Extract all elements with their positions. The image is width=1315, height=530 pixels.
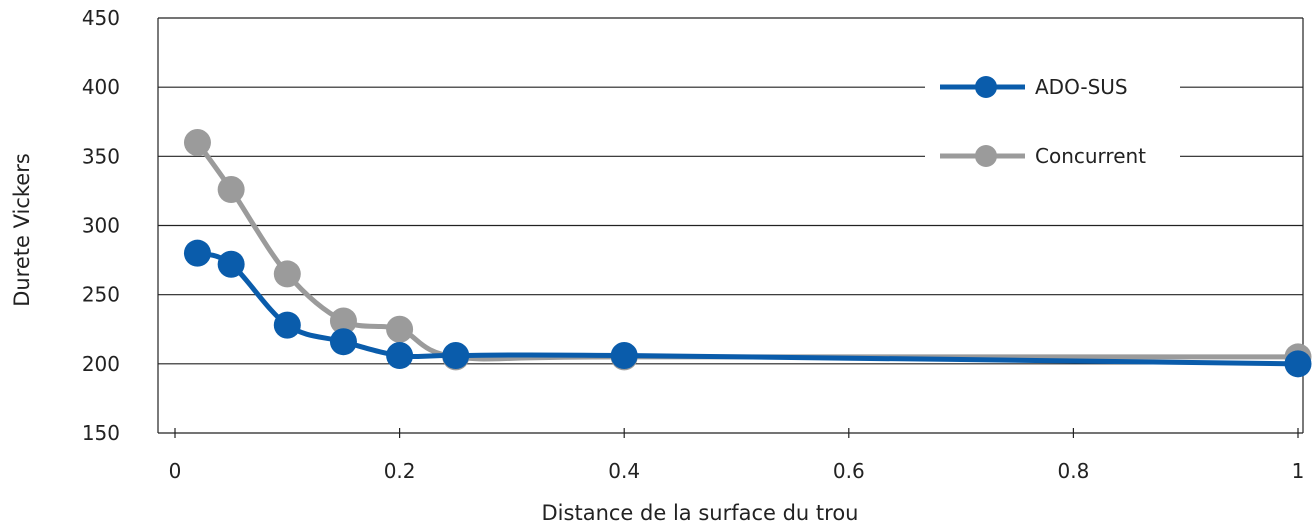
y-tick-label: 300 <box>82 214 120 238</box>
data-point-ado-sus <box>183 239 211 267</box>
data-point-concurrent <box>273 260 301 288</box>
y-tick-label: 200 <box>82 352 120 376</box>
data-point-concurrent <box>217 176 245 204</box>
y-tick-label: 400 <box>82 75 120 99</box>
x-tick-label: 0.8 <box>1057 459 1089 483</box>
y-tick-label: 350 <box>82 144 120 168</box>
legend-item-ado-sus: ADO-SUS <box>925 71 1180 103</box>
x-axis-ticks: 0 0.2 0.4 0.6 0.8 1 <box>169 428 1305 483</box>
x-tick-label: 0 <box>169 459 182 483</box>
series-line-concurrent <box>195 141 1299 362</box>
data-point-ado-sus <box>273 311 301 339</box>
legend-label: ADO-SUS <box>1035 75 1128 99</box>
legend-swatch-marker <box>975 145 997 167</box>
x-tick-label: 1 <box>1292 459 1305 483</box>
series-line-ado-sus <box>196 250 1299 367</box>
x-axis-title: Distance de la surface du trou <box>542 501 859 525</box>
data-point-ado-sus <box>1284 350 1312 378</box>
legend-label: Concurrent <box>1035 144 1146 168</box>
y-axis-ticks: 150 200 250 300 350 400 450 <box>82 6 120 445</box>
data-point-concurrent <box>329 307 357 335</box>
data-point-concurrent <box>386 315 414 343</box>
data-point-ado-sus <box>329 328 357 356</box>
data-point-ado-sus <box>442 342 470 370</box>
legend: ADO-SUS Concurrent <box>925 71 1180 172</box>
series-layer <box>183 129 1312 378</box>
x-tick-label: 0.4 <box>608 459 640 483</box>
legend-swatch-marker <box>975 76 997 98</box>
data-point-ado-sus <box>386 342 414 370</box>
data-point-concurrent <box>183 129 211 156</box>
x-tick-label: 0.2 <box>384 459 416 483</box>
y-tick-label: 150 <box>82 421 120 445</box>
y-tick-label: 450 <box>82 6 120 30</box>
x-tick-label: 0.6 <box>833 459 865 483</box>
y-axis-title: Durete Vickers <box>10 153 34 307</box>
data-point-ado-sus <box>217 250 245 278</box>
y-tick-label: 250 <box>82 283 120 307</box>
data-point-ado-sus <box>610 342 638 370</box>
series-ado-sus <box>183 239 1312 378</box>
legend-item-concurrent: Concurrent <box>925 140 1180 172</box>
